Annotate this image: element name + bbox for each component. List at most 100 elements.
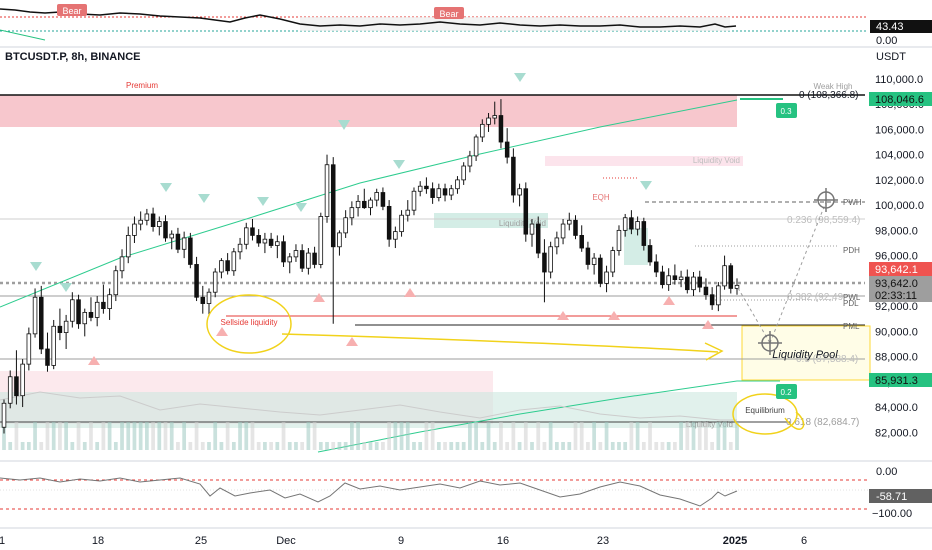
candle-body xyxy=(548,246,553,273)
candle-body xyxy=(697,276,702,288)
candle-body xyxy=(63,320,69,333)
candle-body xyxy=(473,136,479,157)
candle-body xyxy=(355,200,361,209)
candle-body xyxy=(517,188,522,196)
volume-bar xyxy=(486,422,491,450)
candle-body xyxy=(349,207,355,219)
volume-bar xyxy=(468,422,472,450)
volume-bar xyxy=(76,422,81,450)
candle-body xyxy=(368,199,373,209)
volume-ma-line xyxy=(0,391,737,421)
x-tick-label: 6 xyxy=(801,535,807,547)
candle-body xyxy=(480,123,485,138)
volume-bar xyxy=(405,422,410,450)
candle-body xyxy=(324,164,330,217)
volume-bar xyxy=(2,422,6,450)
volume-bar xyxy=(157,422,162,450)
liquidity-void-label-1: Liquidity Void xyxy=(693,156,740,165)
volume-bar xyxy=(443,442,447,450)
signal-markers xyxy=(30,73,714,365)
candle-body xyxy=(734,284,740,289)
volume-bar xyxy=(132,422,137,450)
time-axis[interactable]: 1 18 25 Dec 9 16 23 2025 6 xyxy=(0,535,807,547)
volume-bar xyxy=(163,422,168,450)
volume-bar xyxy=(735,422,739,450)
volume-bar xyxy=(660,442,665,450)
candle-body xyxy=(343,217,348,234)
candle-body xyxy=(629,217,634,230)
volume-bar xyxy=(710,442,715,450)
candle-body xyxy=(635,221,640,230)
premium-label: Premium xyxy=(126,81,158,90)
candle-body xyxy=(225,260,230,272)
candle-body xyxy=(188,237,193,265)
volume-bar xyxy=(424,422,429,450)
candle-body xyxy=(703,286,709,296)
candle-body xyxy=(256,235,261,244)
candle-body xyxy=(660,271,665,286)
candle-body xyxy=(88,311,94,318)
candle-body xyxy=(604,271,609,284)
candle-body xyxy=(299,250,305,269)
candle-body xyxy=(567,219,572,225)
volume-bar xyxy=(362,442,367,450)
volume-bar xyxy=(554,442,559,450)
marker-badge-b xyxy=(776,384,797,399)
candle-body xyxy=(206,291,212,304)
candle-body xyxy=(250,227,255,236)
volume-bar xyxy=(126,422,131,450)
volume-bar xyxy=(101,422,106,450)
volume-bar xyxy=(275,442,280,450)
volume-bar xyxy=(33,422,37,450)
candle-body xyxy=(132,223,137,236)
pwh-label: PWH xyxy=(843,198,862,207)
candle-body xyxy=(169,233,174,239)
candle-body xyxy=(542,252,547,273)
volume-bar xyxy=(691,422,696,450)
candle-body xyxy=(616,229,622,251)
volume-bar xyxy=(697,422,702,450)
volume-bar xyxy=(64,422,68,450)
bottom-indicator-minus100: −100.00 xyxy=(872,508,912,520)
volume-bar xyxy=(350,422,354,450)
volume-bar xyxy=(592,422,596,450)
y-tick-label: 96,000.0 xyxy=(875,251,918,263)
bear-badge-2 xyxy=(434,7,464,19)
marker-badge-a xyxy=(776,103,797,118)
bottom-oscillator-line xyxy=(0,477,738,507)
candle-body xyxy=(691,276,696,291)
volume-bar xyxy=(281,422,286,450)
y-tick-label: 90,000.0 xyxy=(875,326,918,338)
candle-body xyxy=(45,348,50,366)
volume-bar xyxy=(728,442,733,450)
volume-bar xyxy=(188,442,193,450)
fib-level-05: 0.5 (87,588.4) xyxy=(796,354,858,365)
x-tick-label: 23 xyxy=(597,535,609,547)
liquidity-void-zone-2 xyxy=(434,213,548,228)
candle-body xyxy=(511,156,516,196)
volume-bar xyxy=(45,422,50,450)
candle-body xyxy=(653,261,659,273)
last-price-gray-value: 93,642.0 xyxy=(875,278,918,290)
x-tick-label: 2025 xyxy=(723,535,747,547)
marker-badge-a-label: 0.3 xyxy=(780,107,792,116)
candle-body xyxy=(200,296,206,304)
volume-bar xyxy=(561,442,565,450)
volume-bar xyxy=(312,422,317,450)
candle-body xyxy=(175,233,181,250)
volume-bar xyxy=(430,422,435,450)
bottom-indicator-value: -58.71 xyxy=(876,491,907,503)
volume-bar xyxy=(337,442,342,450)
fib-level-0: 0 (108,366.8) xyxy=(799,90,859,101)
candle-body xyxy=(212,271,218,293)
volume-bar xyxy=(623,442,628,450)
candle-body xyxy=(647,245,653,263)
candle-body xyxy=(281,241,286,263)
volume-bar xyxy=(523,422,528,450)
volume-bar xyxy=(169,422,174,450)
volume-bar xyxy=(542,442,547,450)
volume-bar xyxy=(573,422,578,450)
volume-bar xyxy=(238,422,242,450)
volume-bar xyxy=(138,422,143,450)
